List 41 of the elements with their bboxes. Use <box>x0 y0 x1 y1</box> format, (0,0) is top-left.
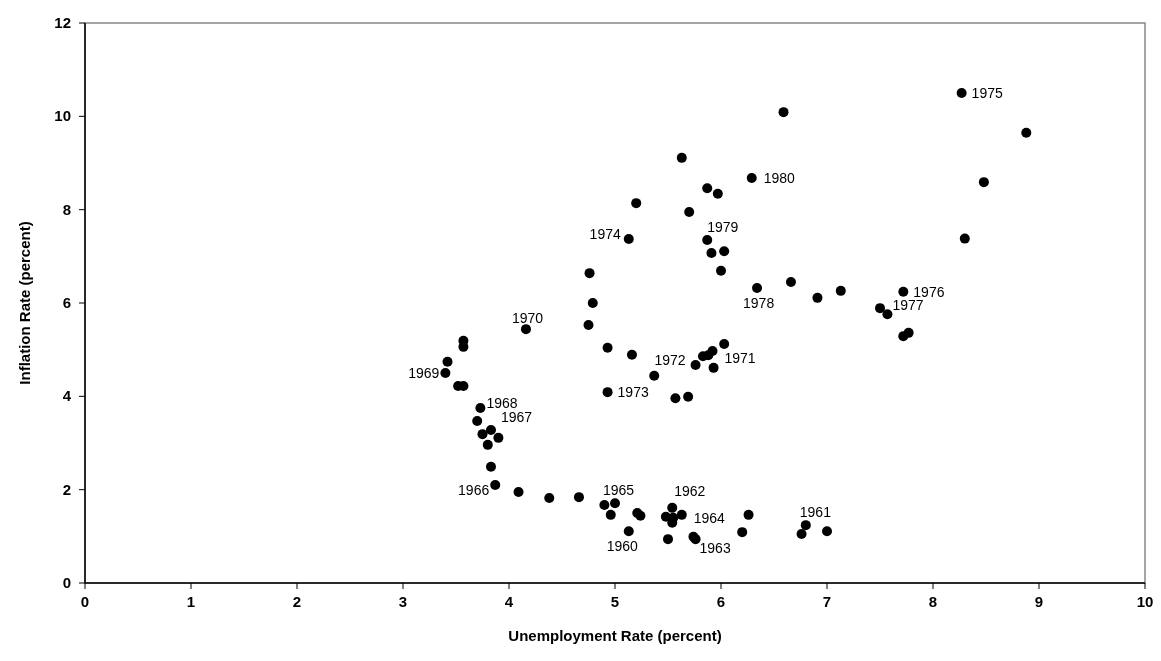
x-tick-label: 10 <box>1136 593 1154 610</box>
annotation: 1971 <box>724 350 756 367</box>
x-tick-label: 3 <box>398 593 408 610</box>
y-axis-title: Inflation Rate (percent) <box>16 221 33 385</box>
annotation: 1961 <box>799 504 832 521</box>
annotation: 1972 <box>654 352 686 369</box>
annotation: 1970 <box>511 310 544 327</box>
x-tick-label: 2 <box>292 593 302 610</box>
y-tick-label: 8 <box>62 200 71 218</box>
y-tick-label: 10 <box>54 107 71 125</box>
annotation: 1973 <box>617 384 649 401</box>
x-axis-title: Unemployment Rate (percent) <box>508 627 722 644</box>
y-tick-label: 4 <box>62 387 72 405</box>
annotation: 1963 <box>699 540 731 557</box>
y-tick-label: 0 <box>62 574 71 591</box>
y-tick-label: 2 <box>62 480 71 498</box>
x-tick-label: 9 <box>1034 593 1044 610</box>
x-tick-label: 7 <box>822 593 832 610</box>
y-tick-label: 6 <box>62 294 71 311</box>
annotation: 1960 <box>606 538 639 555</box>
x-tick-label: 1 <box>186 593 196 610</box>
annotation: 1968 <box>486 395 518 411</box>
annotation: 1962 <box>674 482 706 499</box>
annotation: 1966 <box>458 482 490 498</box>
annotation: 1974 <box>589 226 621 243</box>
x-tick-label: 6 <box>716 593 726 610</box>
x-tick-label: 5 <box>610 593 620 610</box>
annotation: 1975 <box>971 85 1003 101</box>
annotation: 1969 <box>408 365 440 381</box>
x-tick-label: 4 <box>504 593 514 610</box>
annotation: 1980 <box>763 169 796 186</box>
x-tick-label: 0 <box>80 593 90 610</box>
annotation: 1978 <box>743 295 775 312</box>
annotation: 1964 <box>693 509 726 526</box>
annotation: 1967 <box>500 408 533 425</box>
annotation: 1976 <box>913 283 945 300</box>
annotation: 1979 <box>707 219 739 235</box>
annotation: 1965 <box>603 482 635 499</box>
x-tick-label: 8 <box>928 593 938 610</box>
annotation: 1977 <box>892 297 924 314</box>
y-tick-label: 12 <box>54 14 71 31</box>
